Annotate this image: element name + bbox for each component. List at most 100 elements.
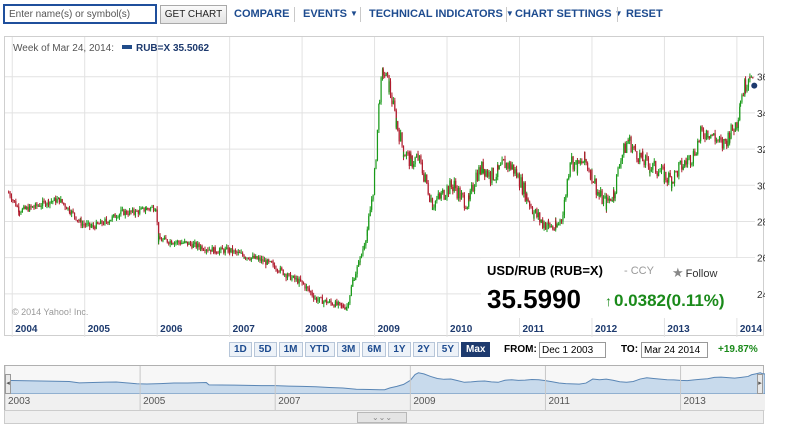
candle-body bbox=[614, 193, 616, 199]
candle-body bbox=[327, 302, 329, 304]
candle-body bbox=[18, 206, 20, 213]
candle-body bbox=[471, 184, 473, 191]
candle-body bbox=[265, 260, 267, 265]
candle-body bbox=[83, 223, 85, 225]
candle-body bbox=[36, 203, 38, 206]
candle-body bbox=[592, 181, 594, 183]
range-button-6m[interactable]: 6M bbox=[362, 342, 387, 357]
candle-body bbox=[605, 197, 608, 210]
candle-body bbox=[346, 306, 348, 308]
candle-body bbox=[305, 286, 308, 289]
navigator[interactable]: 2003 2005 2007 2009 2011 2013 ◂ ▸ bbox=[4, 365, 765, 411]
candle-body bbox=[629, 136, 631, 141]
candle-body bbox=[708, 136, 710, 139]
chart-settings-menu[interactable]: CHART SETTINGS ▼ bbox=[515, 8, 622, 20]
from-date-input[interactable] bbox=[539, 342, 606, 358]
candle-body bbox=[333, 304, 335, 307]
range-button-3m[interactable]: 3M bbox=[336, 342, 361, 357]
candle-body bbox=[104, 219, 106, 225]
navigator-right-handle[interactable]: ▸ bbox=[757, 374, 763, 394]
events-menu[interactable]: EVENTS ▼ bbox=[303, 8, 358, 20]
candle-body bbox=[742, 95, 744, 97]
candle-body bbox=[92, 225, 94, 227]
candle-body bbox=[421, 162, 423, 174]
candle-body bbox=[114, 214, 116, 218]
candle-body bbox=[226, 247, 228, 249]
candle-body bbox=[662, 166, 664, 168]
navigator-axis: 2003 2005 2007 2009 2011 2013 bbox=[5, 394, 765, 410]
candle-body bbox=[659, 171, 661, 173]
candle-body bbox=[197, 243, 199, 248]
candle-body bbox=[444, 198, 447, 200]
reset-button[interactable]: RESET bbox=[626, 8, 663, 20]
candle-body bbox=[691, 163, 693, 165]
range-button-5y[interactable]: 5Y bbox=[436, 342, 460, 357]
candle-body bbox=[678, 162, 680, 165]
candle-body bbox=[386, 72, 389, 75]
period-change: +19.87% bbox=[718, 344, 758, 355]
candle-body bbox=[227, 247, 229, 253]
candle-body bbox=[150, 207, 152, 210]
range-button-5d[interactable]: 5D bbox=[253, 342, 277, 357]
candle-body bbox=[318, 297, 321, 300]
symbol-search-input[interactable] bbox=[3, 4, 157, 24]
candle-body bbox=[121, 209, 123, 211]
scrollbar-thumb[interactable]: ⌄⌄⌄ bbox=[357, 412, 407, 423]
candle-body bbox=[102, 223, 105, 225]
candle-body bbox=[326, 299, 328, 304]
candle-body bbox=[505, 162, 508, 169]
range-button-ytd[interactable]: YTD bbox=[304, 342, 335, 357]
candle-body bbox=[595, 178, 597, 195]
get-chart-button[interactable]: GET CHART bbox=[160, 5, 227, 24]
candle-body bbox=[366, 229, 368, 233]
candle-body bbox=[204, 250, 206, 252]
candle-body bbox=[55, 198, 57, 203]
range-button-max[interactable]: Max bbox=[461, 342, 491, 357]
range-button-2y[interactable]: 2Y bbox=[412, 342, 435, 357]
candle-body bbox=[415, 156, 418, 158]
candle-body bbox=[658, 172, 660, 177]
follow-button[interactable]: ★ Follow bbox=[672, 265, 717, 281]
candle-body bbox=[711, 134, 713, 136]
candle-body bbox=[391, 95, 393, 105]
candle-body bbox=[537, 212, 539, 218]
candle-body bbox=[644, 155, 647, 166]
candle-body bbox=[642, 151, 644, 162]
candle-body bbox=[697, 140, 699, 155]
to-date-input[interactable] bbox=[641, 342, 708, 358]
price-chart[interactable]: 24 26 28 30 32 34 36 Week of Mar 24, 2014: RUB=… bbox=[4, 36, 765, 337]
candle-body bbox=[143, 207, 145, 212]
candle-body bbox=[123, 209, 125, 216]
candle-body bbox=[304, 284, 306, 289]
range-button-1d[interactable]: 1D bbox=[229, 342, 252, 357]
candle-body bbox=[334, 301, 337, 307]
candle-body bbox=[426, 174, 428, 184]
navigator-left-handle[interactable]: ◂ bbox=[5, 374, 11, 394]
candle-body bbox=[166, 239, 168, 243]
candle-body bbox=[172, 243, 174, 245]
y-tick-label: 34 bbox=[757, 109, 765, 120]
candle-body bbox=[424, 174, 426, 181]
candle-body bbox=[410, 153, 412, 156]
candle-body bbox=[559, 219, 561, 224]
candle-body bbox=[258, 257, 260, 259]
candle-body bbox=[569, 163, 571, 177]
candle-body bbox=[69, 212, 71, 214]
candle-body bbox=[430, 198, 432, 202]
candle-body bbox=[685, 161, 687, 165]
candle-body bbox=[262, 258, 264, 262]
candle-body bbox=[252, 255, 254, 258]
range-button-1y[interactable]: 1Y bbox=[388, 342, 411, 357]
y-tick-label: 36 bbox=[757, 73, 765, 84]
range-button-1m[interactable]: 1M bbox=[278, 342, 303, 357]
candle-body bbox=[381, 69, 384, 78]
candle-body bbox=[330, 302, 332, 305]
candle-body bbox=[179, 242, 181, 245]
candle-body bbox=[508, 162, 510, 169]
navigator-scrollbar[interactable]: ⌄⌄⌄ bbox=[4, 410, 764, 424]
candle-body bbox=[72, 210, 74, 213]
candle-body bbox=[292, 275, 294, 278]
technical-indicators-menu[interactable]: TECHNICAL INDICATORS ▼ bbox=[369, 8, 514, 20]
compare-menu[interactable]: COMPARE bbox=[234, 8, 290, 20]
candle-body bbox=[408, 152, 410, 166]
